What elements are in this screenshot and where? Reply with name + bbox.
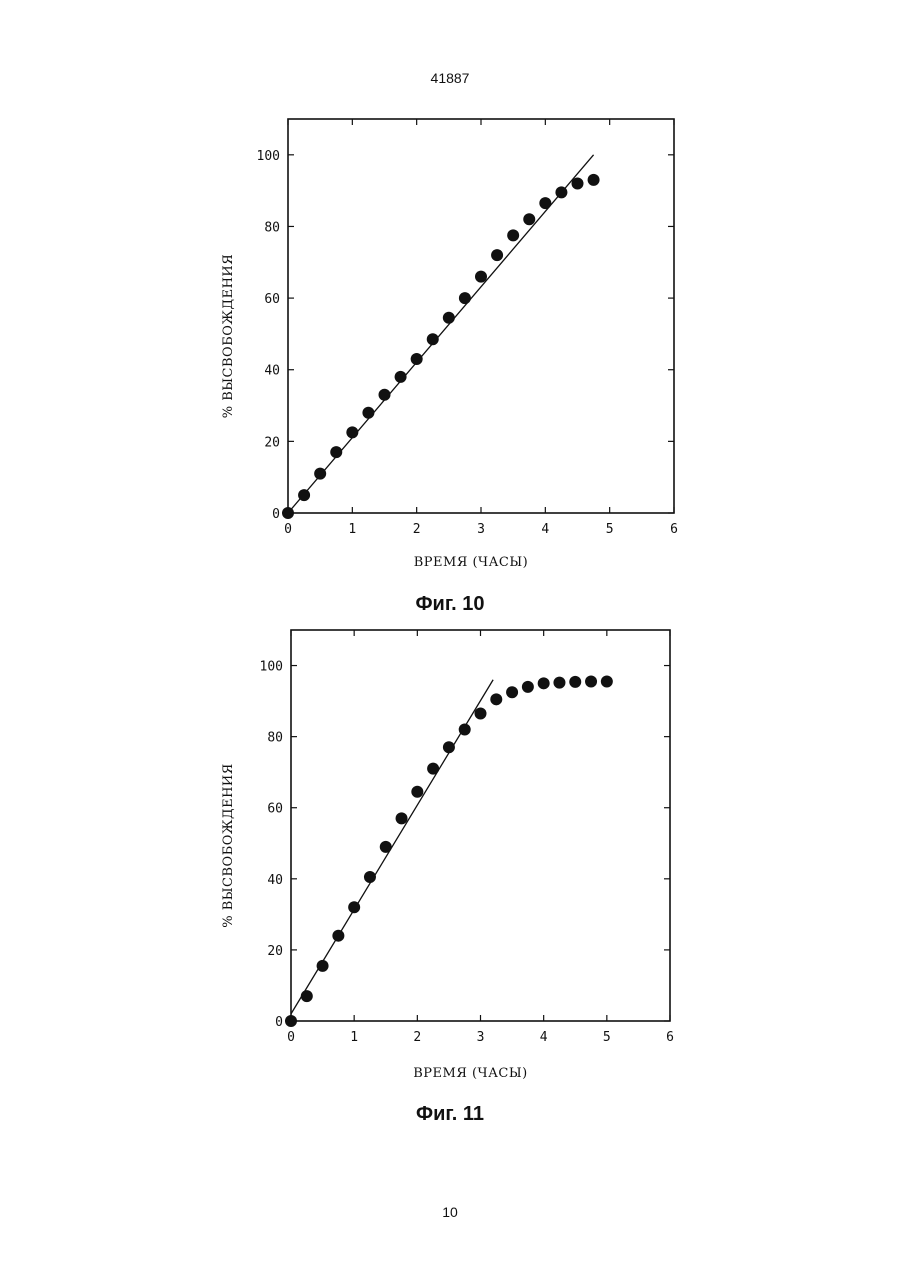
x-tick-label: 3	[477, 1030, 485, 1045]
y-tick-label: 40	[267, 873, 283, 888]
data-point	[317, 960, 329, 972]
y-tick-label: 0	[275, 1015, 283, 1030]
data-point	[459, 724, 471, 736]
y-tick-label: 100	[260, 660, 283, 675]
plot-frame	[291, 630, 670, 1021]
data-point	[411, 786, 423, 798]
chart-fig-11: 0123456020406080100ВРЕМЯ (ЧАСЫ)% ВЫСВОБО…	[0, 0, 900, 1140]
x-tick-label: 2	[413, 1030, 421, 1045]
data-point	[364, 871, 376, 883]
page-number-footer: 10	[0, 1204, 900, 1220]
data-point	[380, 841, 392, 853]
data-point	[348, 901, 360, 913]
data-point	[443, 741, 455, 753]
data-point	[301, 990, 313, 1002]
data-point	[601, 676, 613, 688]
x-tick-label: 6	[666, 1030, 674, 1045]
data-point	[396, 812, 408, 824]
y-tick-label: 60	[267, 802, 283, 817]
data-point	[285, 1015, 297, 1027]
data-point	[332, 930, 344, 942]
data-point	[427, 763, 439, 775]
x-tick-label: 4	[540, 1030, 548, 1045]
x-axis-title: ВРЕМЯ (ЧАСЫ)	[413, 1066, 528, 1081]
data-point	[538, 677, 550, 689]
data-point	[569, 676, 581, 688]
y-tick-label: 20	[267, 944, 283, 959]
y-axis-title: % ВЫСВОБОЖДЕНИЯ	[221, 763, 236, 928]
data-point	[553, 677, 565, 689]
y-tick-label: 80	[267, 731, 283, 746]
data-point	[506, 686, 518, 698]
data-point	[490, 693, 502, 705]
data-point	[475, 708, 487, 720]
x-tick-label: 5	[603, 1030, 611, 1045]
data-point	[585, 676, 597, 688]
x-tick-label: 0	[287, 1030, 295, 1045]
x-tick-label: 1	[350, 1030, 358, 1045]
figure-caption: Фиг. 11	[416, 1103, 484, 1125]
data-point	[522, 681, 534, 693]
